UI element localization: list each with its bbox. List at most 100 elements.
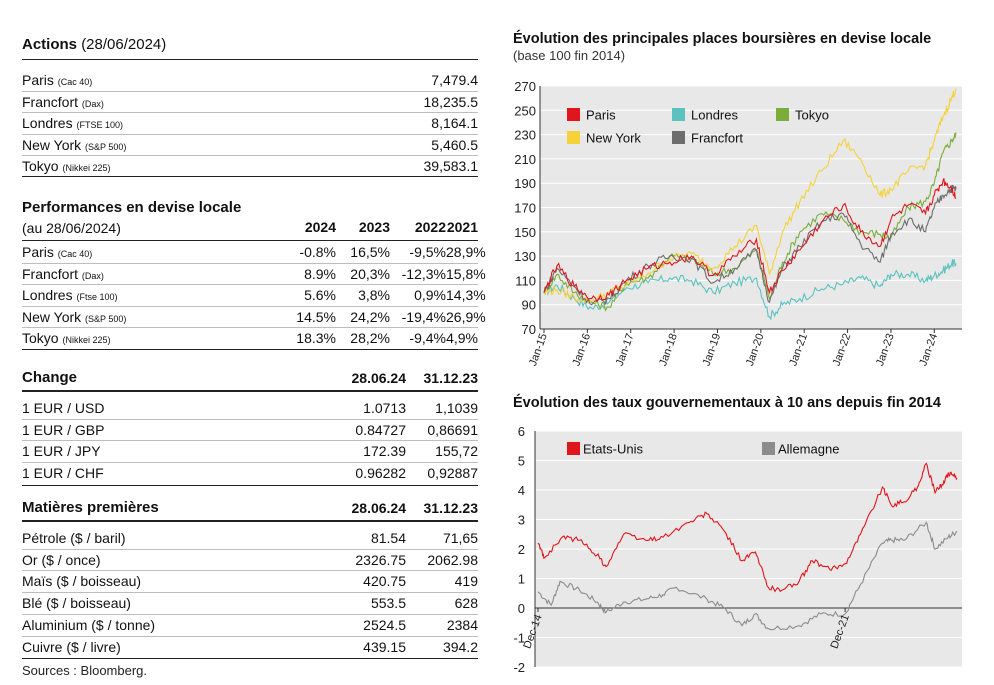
change-value-2: 155,72 <box>435 443 478 460</box>
row-index: (S&P 500) <box>85 313 127 324</box>
actions-title-text: Actions <box>22 36 78 53</box>
matieres-row: Blé ($ / boisseau) 553.5 628 <box>22 593 478 613</box>
performances-value: 14,3% <box>446 287 486 304</box>
actions-value: 8,164.1 <box>431 115 478 131</box>
actions-row: Paris (Cac 40) 7,479.4 <box>22 70 478 90</box>
row-divider <box>22 592 478 594</box>
matieres-rule <box>22 520 478 522</box>
performances-year-header: 2023 <box>358 219 390 235</box>
matieres-label: Cuivre ($ / livre) <box>22 638 121 655</box>
legend-label: Paris <box>586 108 616 123</box>
actions-value: 5,460.5 <box>431 136 478 153</box>
performances-year-header: 2021 <box>446 219 478 235</box>
row-name: Londres <box>22 287 77 304</box>
series-line-etats-unis <box>537 462 958 593</box>
performances-subtitle: (au 28/06/2024) <box>22 220 121 236</box>
row-name: Francfort <box>22 93 82 110</box>
legend-swatch <box>776 108 789 121</box>
y-tick-label: 3 <box>518 513 525 528</box>
performances-row: New York (S&P 500) 14.5% 24,2% -19,4% 26,9% <box>22 307 486 329</box>
performances-value: 15,8% <box>446 265 486 282</box>
y-tick-label: 0 <box>518 601 525 616</box>
row-divider <box>22 613 478 615</box>
actions-date: (28/06/2024) <box>81 36 167 53</box>
row-name: Paris <box>22 244 58 260</box>
matieres-row: Aluminium ($ / tonne) 2524.5 2384 <box>22 615 478 635</box>
y-tick-label: 270 <box>514 79 536 94</box>
x-tick-label: Jan-20 <box>744 332 767 368</box>
actions-value: 18,235.5 <box>423 93 479 110</box>
actions-rule <box>22 59 478 60</box>
series-line-allemagne <box>537 521 958 631</box>
stock-chart-subtitle: (base 100 fin 2014) <box>513 48 626 63</box>
change-value-1: 0.84727 <box>355 421 406 438</box>
actions-value: 39,583.1 <box>423 158 479 174</box>
row-label: New York (S&P 500) <box>22 307 126 329</box>
row-name: Francfort <box>22 265 82 282</box>
change-col1-header: 28.06.24 <box>351 370 407 386</box>
performances-value: 14.5% <box>296 308 336 325</box>
matieres-label: Maïs ($ / boisseau) <box>22 573 142 590</box>
matieres-value-1: 2326.75 <box>355 551 406 568</box>
matieres-title: Matières premières <box>22 499 159 516</box>
matieres-label: Blé ($ / boisseau) <box>22 595 131 612</box>
legend-label: Tokyo <box>795 108 829 123</box>
legend-swatch <box>567 108 580 121</box>
series-line-londres <box>543 259 957 321</box>
row-divider <box>22 155 478 156</box>
x-tick-label: Jan-19 <box>701 332 724 368</box>
row-label: Londres (FTSE 100) <box>22 113 123 135</box>
matieres-row: Or ($ / once) 2326.75 2062.98 <box>22 550 478 570</box>
performances-year-header: 2024 <box>304 219 336 235</box>
y-tick-label: -2 <box>513 660 525 675</box>
performances-value: 0,9% <box>414 287 446 304</box>
performances-value: -12,3% <box>401 265 446 282</box>
row-index: (S&P 500) <box>85 141 127 152</box>
matieres-label: Pétrole ($ / baril) <box>22 530 126 546</box>
performances-value: 16,5% <box>350 244 390 260</box>
matieres-value-2: 419 <box>454 573 478 590</box>
actions-row: Londres (FTSE 100) 8,164.1 <box>22 113 478 133</box>
change-col2-header: 31.12.23 <box>423 370 479 386</box>
row-label: Paris (Cac 40) <box>22 70 92 92</box>
y-tick-label: 6 <box>518 424 525 439</box>
matieres-label: Aluminium ($ / tonne) <box>22 616 156 633</box>
matieres-end-rule <box>22 658 478 659</box>
row-name: Londres <box>22 115 77 131</box>
change-row: 1 EUR / USD 1.0713 1,1039 <box>22 398 478 418</box>
performances-value: -0.8% <box>299 244 336 260</box>
actions-title: Actions (28/06/2024) <box>22 36 166 53</box>
y-tick-label: 170 <box>514 201 536 216</box>
matieres-value-2: 71,65 <box>442 530 478 546</box>
change-value-1: 1.0713 <box>363 400 406 416</box>
y-tick-label: 4 <box>518 483 525 498</box>
matieres-value-1: 81.54 <box>370 530 406 546</box>
row-divider <box>22 327 478 329</box>
change-label: 1 EUR / GBP <box>22 421 105 438</box>
row-divider <box>22 305 478 307</box>
row-name: New York <box>22 136 86 153</box>
change-label: 1 EUR / USD <box>22 400 105 416</box>
matieres-value-1: 439.15 <box>363 638 406 655</box>
row-divider <box>22 635 478 637</box>
actions-value: 7,479.4 <box>431 72 478 88</box>
legend-label: Francfort <box>691 131 743 146</box>
performances-rule <box>22 240 478 241</box>
performances-value: 28,2% <box>350 330 390 347</box>
y-tick-label: 190 <box>514 176 536 191</box>
x-tick-label: Jan-18 <box>657 332 680 368</box>
legend-swatch <box>762 442 775 455</box>
row-index: (Cac 40) <box>57 77 93 87</box>
row-index: (Nikkei 225) <box>62 163 111 173</box>
x-tick-label: Jan-16 <box>570 332 593 368</box>
performances-value: -19,4% <box>401 308 446 325</box>
x-tick-label: Jan-17 <box>614 332 637 368</box>
stock-chart-title: Évolution des principales places boursiè… <box>513 31 932 47</box>
performances-value: 28,9% <box>446 244 486 260</box>
actions-end-rule <box>22 176 478 177</box>
matieres-value-2: 2062.98 <box>427 551 478 568</box>
row-divider <box>22 570 478 572</box>
row-divider <box>22 418 478 420</box>
legend-swatch <box>567 131 580 144</box>
matieres-col1-header: 28.06.24 <box>351 500 407 516</box>
